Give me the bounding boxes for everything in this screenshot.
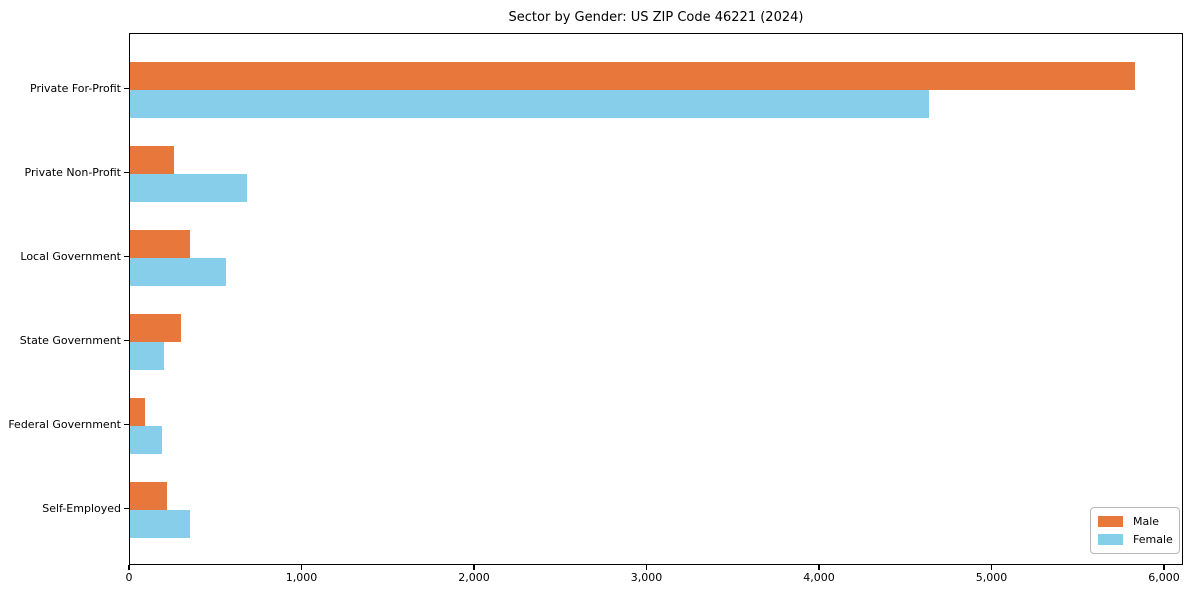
bar-male bbox=[130, 397, 145, 426]
legend: Male Female bbox=[1090, 507, 1180, 554]
x-axis-tick-label: 1,000 bbox=[285, 571, 318, 584]
bar-male bbox=[130, 145, 174, 174]
plot-area bbox=[129, 33, 1183, 565]
bar-female bbox=[130, 425, 162, 454]
bar-female bbox=[130, 509, 190, 538]
legend-item: Female bbox=[1098, 532, 1173, 546]
x-axis-tick-mark bbox=[1163, 565, 1165, 570]
legend-label: Female bbox=[1133, 532, 1173, 546]
x-axis-tick-label: 4,000 bbox=[803, 571, 835, 584]
legend-swatch-female bbox=[1098, 533, 1123, 545]
x-axis-tick-mark bbox=[645, 565, 648, 570]
y-axis-tick-mark bbox=[124, 339, 129, 341]
bar-male bbox=[130, 313, 181, 342]
y-axis-category-label: Self-Employed bbox=[42, 501, 121, 515]
y-axis-category-label: State Government bbox=[19, 333, 121, 347]
x-axis-tick-label: 5,000 bbox=[975, 571, 1008, 584]
legend-swatch-male bbox=[1098, 516, 1123, 528]
chart-title: Sector by Gender: US ZIP Code 46221 (202… bbox=[508, 10, 804, 25]
y-axis-category-label: Private Non-Profit bbox=[24, 165, 121, 179]
x-axis-tick-label: 0 bbox=[125, 571, 133, 584]
x-axis-tick-mark bbox=[990, 565, 993, 570]
bar-female bbox=[130, 89, 929, 118]
bar-male bbox=[130, 229, 190, 258]
bar-male bbox=[130, 61, 1135, 90]
y-axis-tick-mark bbox=[124, 423, 129, 425]
x-axis-tick-mark bbox=[818, 565, 820, 570]
y-axis-category-label: Federal Government bbox=[8, 417, 121, 431]
y-axis-tick-mark bbox=[124, 171, 129, 173]
y-axis-tick-mark bbox=[124, 255, 129, 257]
bar-female bbox=[130, 173, 247, 202]
legend-item: Male bbox=[1098, 515, 1172, 528]
y-axis-category-label: Local Government bbox=[20, 249, 121, 263]
y-axis-category-label: Private For-Profit bbox=[30, 81, 121, 95]
x-axis-tick-mark bbox=[128, 565, 130, 570]
x-axis-tick-mark bbox=[473, 565, 475, 570]
x-axis-tick-label: 6,000 bbox=[1148, 571, 1180, 584]
x-axis-tick-label: 2,000 bbox=[458, 571, 490, 584]
bar-male bbox=[130, 481, 167, 510]
y-axis-tick-mark bbox=[124, 507, 129, 509]
bar-female bbox=[130, 257, 226, 286]
x-axis-tick-label: 3,000 bbox=[630, 571, 663, 584]
legend-label: Male bbox=[1133, 515, 1160, 529]
x-axis-tick-mark bbox=[300, 565, 303, 570]
y-axis-tick-mark bbox=[124, 87, 129, 89]
bar-female bbox=[130, 341, 164, 370]
